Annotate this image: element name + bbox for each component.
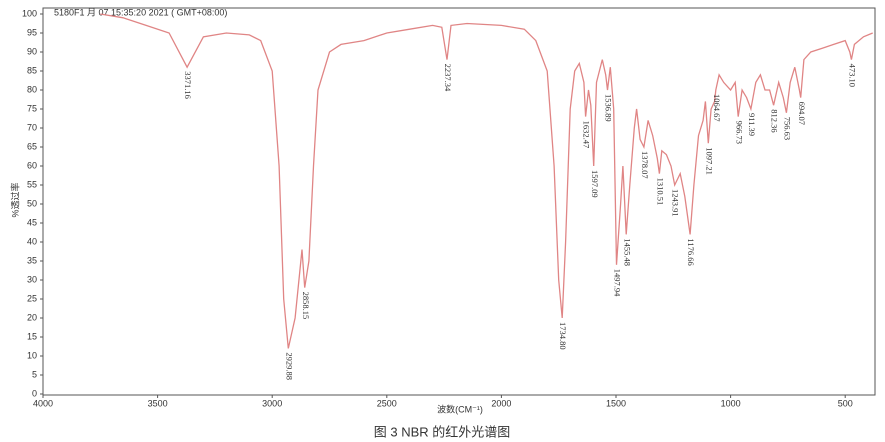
peak-label: 473.10 (847, 64, 857, 87)
peak-label: 1455.48 (622, 238, 632, 266)
y-tick-label: 40 (27, 236, 37, 246)
peak-label: 1734.80 (558, 322, 568, 350)
y-tick-label: 10 (27, 350, 37, 360)
peak-label: 1378.07 (640, 151, 650, 179)
y-tick-label: 20 (27, 312, 37, 322)
peak-label: 812.36 (770, 109, 780, 132)
peak-label: 694.07 (797, 102, 807, 125)
caption: 图 3 NBR 的红外光谱图 (374, 424, 511, 439)
spectrum-line (100, 13, 873, 349)
x-tick-label: 3000 (262, 398, 282, 408)
peak-label: 1597.09 (590, 170, 600, 198)
y-tick-label: 25 (27, 293, 37, 303)
y-tick-label: 75 (27, 103, 37, 113)
y-tick-label: 0 (32, 388, 37, 398)
peak-label: 911.39 (747, 113, 757, 136)
peak-label: 1632.47 (582, 121, 592, 149)
peak-label: 1064.67 (712, 94, 722, 122)
peak-label: 2858.15 (301, 292, 311, 320)
y-tick-label: 70 (27, 122, 37, 132)
x-tick-label: 1500 (606, 398, 626, 408)
peak-label: 1497.94 (613, 269, 623, 297)
peak-label: 1310.51 (655, 178, 665, 206)
peak-label: 2237.34 (443, 64, 453, 92)
peak-label: 3371.16 (183, 71, 193, 99)
plot-frame (42, 7, 876, 396)
peak-label: 1536.89 (604, 94, 614, 122)
y-tick-label: 35 (27, 255, 37, 265)
x-tick-label: 500 (838, 398, 853, 408)
y-tick-label: 85 (27, 65, 37, 75)
peak-label: 1176.66 (686, 238, 696, 265)
x-tick-label: 3500 (148, 398, 168, 408)
y-tick-label: 80 (27, 84, 37, 94)
peak-label: 2929.88 (284, 352, 294, 380)
y-tick-label: 15 (27, 331, 37, 341)
y-tick-label: 90 (27, 46, 37, 56)
y-tick-label: 100 (22, 8, 37, 18)
peak-label: 756.63 (782, 117, 792, 140)
peak-label: 1097.21 (704, 147, 714, 175)
x-axis-label: 波数(CM⁻¹) (437, 403, 483, 414)
x-tick-label: 2500 (377, 398, 397, 408)
y-axis-label: %透过率 (9, 182, 20, 217)
y-tick-label: 50 (27, 198, 37, 208)
x-tick-label: 4000 (33, 398, 53, 408)
header: 5180F1 月 07 15:35:20 2021 ( GMT+08:00) (54, 7, 227, 17)
y-tick-label: 5 (32, 369, 37, 379)
y-tick-label: 65 (27, 141, 37, 151)
peak-label: 966.73 (734, 121, 744, 144)
y-tick-label: 55 (27, 179, 37, 189)
x-tick-label: 1000 (721, 398, 741, 408)
peak-label: 1243.91 (671, 189, 681, 217)
x-tick-label: 2000 (491, 398, 511, 408)
y-tick-label: 45 (27, 217, 37, 227)
y-tick-label: 60 (27, 160, 37, 170)
y-tick-label: 30 (27, 274, 37, 284)
y-tick-label: 95 (27, 27, 37, 37)
